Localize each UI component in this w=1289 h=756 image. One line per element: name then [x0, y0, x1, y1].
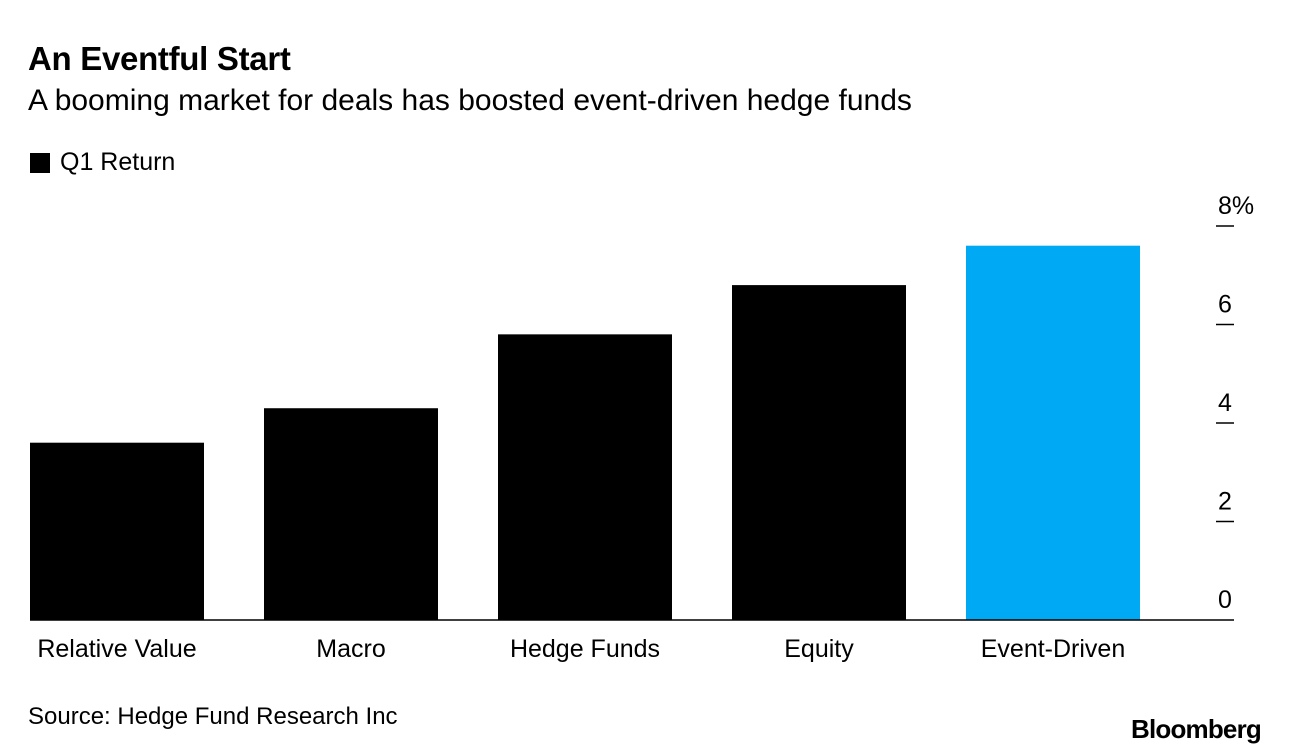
legend-swatch: [30, 152, 50, 173]
x-tick-label: Event-Driven: [981, 635, 1126, 663]
source-note: Source: Hedge Fund Research Inc: [28, 703, 398, 730]
bar-macro: [264, 408, 438, 620]
bar-hedge-funds: [498, 334, 672, 620]
y-tick-label: 6: [1218, 291, 1232, 319]
y-tick-label: 8%: [1218, 192, 1254, 220]
x-tick-label: Hedge Funds: [510, 635, 660, 663]
x-tick-label: Relative Value: [37, 635, 196, 663]
x-tick-label: Macro: [316, 635, 385, 663]
chart-subtitle: A booming market for deals has boosted e…: [28, 84, 912, 117]
legend: Q1 Return: [30, 148, 175, 177]
bars-group: [30, 245, 1140, 620]
legend-label: Q1 Return: [60, 148, 176, 176]
x-axis-labels: Relative Value Macro Hedge Funds Equity Even…: [37, 635, 1125, 663]
y-tick-label: 2: [1218, 488, 1232, 516]
bar-relative-value: [30, 442, 204, 620]
bar-chart: Relative Value Macro Hedge Funds Equity Even…: [30, 192, 1254, 663]
bar-equity: [732, 285, 906, 620]
y-axis: 0 2 4 6 8%: [1216, 192, 1254, 614]
y-tick-label: 4: [1218, 389, 1232, 417]
y-tick-label: 0: [1218, 586, 1232, 614]
x-tick-label: Equity: [784, 635, 854, 663]
chart-title: An Eventful Start: [28, 40, 291, 77]
bloomberg-logo: Bloomberg: [1130, 714, 1262, 744]
bar-event-driven: [966, 245, 1140, 620]
